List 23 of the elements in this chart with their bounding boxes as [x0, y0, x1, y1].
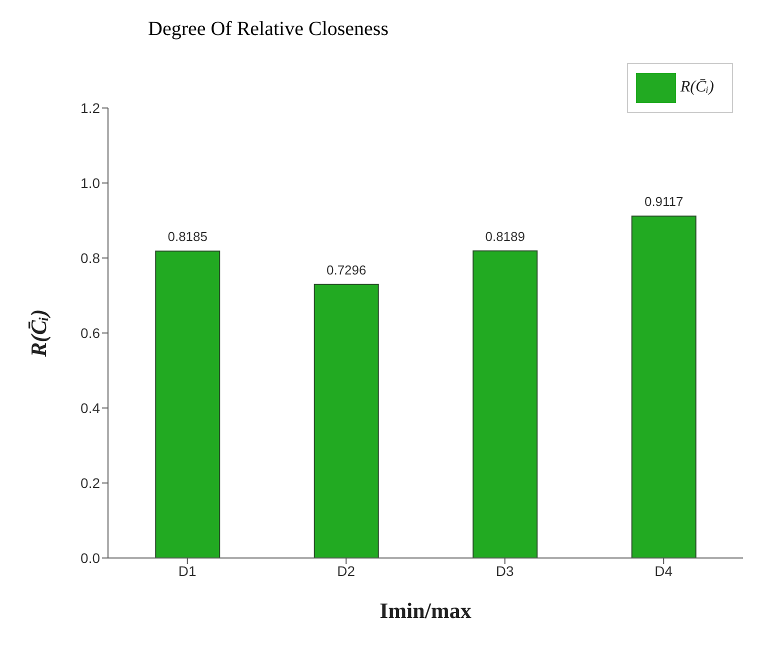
- x-tick-label: D4: [654, 562, 673, 579]
- bar: [472, 250, 538, 558]
- x-tick-label: D1: [178, 562, 197, 579]
- y-tick-label: 0.6: [80, 324, 100, 341]
- bar: [314, 284, 379, 558]
- chart-title: Degree Of Relative Closeness: [148, 18, 388, 41]
- y-axis-title: R(C̄ᵢ): [26, 309, 51, 358]
- data-label: 0.8185: [168, 229, 208, 244]
- data-label: 0.9117: [644, 194, 684, 210]
- y-tick-label: 0.2: [80, 474, 100, 491]
- data-label: 0.7296: [326, 262, 366, 278]
- bar: [631, 216, 696, 558]
- x-axis-title: Imin/max: [380, 598, 472, 623]
- bar: [155, 250, 220, 558]
- y-tick-label: 1.0: [80, 174, 100, 191]
- y-tick-label: 0.0: [80, 550, 100, 566]
- y-tick-label: 0.8: [80, 250, 100, 266]
- data-label: 0.8189: [485, 228, 526, 244]
- x-tick-label: D3: [496, 562, 514, 579]
- x-tick-label: D2: [337, 562, 356, 579]
- y-tick-label: 1.2: [80, 100, 100, 116]
- legend-label: R(C̄ᵢ): [680, 78, 714, 96]
- y-tick-label: 0.4: [80, 400, 100, 416]
